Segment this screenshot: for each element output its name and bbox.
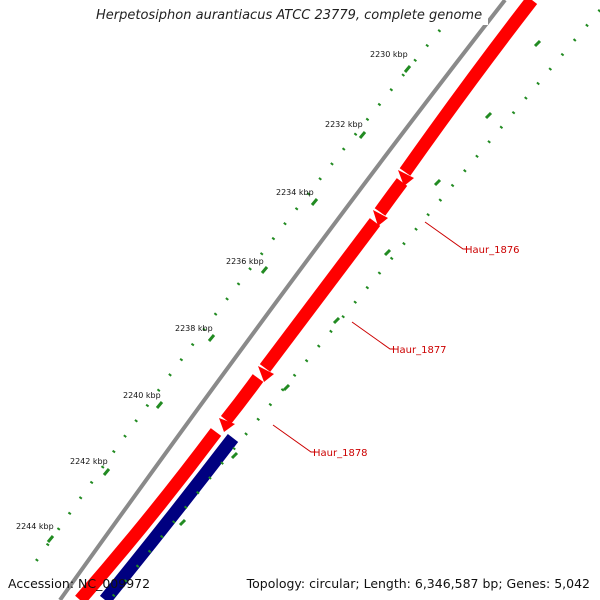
gene-arrow-top xyxy=(399,0,538,176)
inner-major-ticks xyxy=(178,39,542,527)
forward-gene-track xyxy=(75,0,538,600)
gene-arrow-haur-1876 xyxy=(374,178,408,216)
accession-text: Accession: NC_009972 xyxy=(8,576,151,591)
callout-haur-1876 xyxy=(424,221,470,250)
forward-gene-arrow-tips xyxy=(219,170,414,432)
gene-callouts xyxy=(272,221,470,453)
tick-label-2238: 2238 kbp xyxy=(175,324,213,333)
gene-label-haur-1876[interactable]: Haur_1876 xyxy=(465,245,520,256)
backbone-ring xyxy=(58,0,507,600)
tick-label-2242: 2242 kbp xyxy=(70,457,108,466)
tick-label-2244: 2244 kbp xyxy=(16,522,54,531)
outer-major-ticks xyxy=(46,65,412,543)
tick-label-2234: 2234 kbp xyxy=(276,188,314,197)
tick-label-2240: 2240 kbp xyxy=(123,391,161,400)
callout-haur-1878 xyxy=(272,424,316,453)
gene-arrow-haur-1878 xyxy=(220,374,264,425)
gene-label-haur-1878[interactable]: Haur_1878 xyxy=(313,448,368,459)
tick-label-2232: 2232 kbp xyxy=(325,120,363,129)
gene-label-haur-1877[interactable]: Haur_1877 xyxy=(392,345,447,356)
reverse-gene-track xyxy=(99,434,239,600)
genome-summary-text: Topology: circular; Length: 6,346,587 bp… xyxy=(246,576,590,591)
tick-label-2230: 2230 kbp xyxy=(370,50,408,59)
map-title: Herpetosiphon aurantiacus ATCC 23779, co… xyxy=(90,6,489,25)
inner-scale-ring xyxy=(108,9,600,600)
tick-label-2236: 2236 kbp xyxy=(226,257,264,266)
gene-arrow-haur-1877 xyxy=(259,218,381,372)
callout-haur-1877 xyxy=(351,321,395,350)
outer-scale-ring xyxy=(28,29,442,571)
gene-arrow-bottom xyxy=(75,428,222,600)
